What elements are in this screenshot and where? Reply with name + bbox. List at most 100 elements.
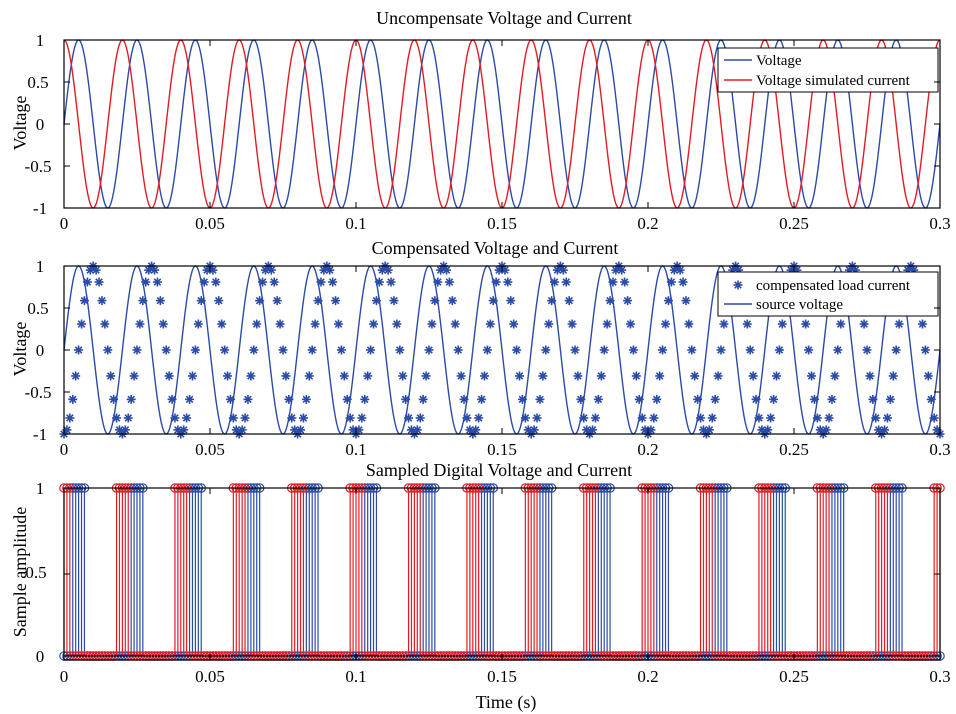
star-stroke	[346, 414, 354, 422]
star-marker	[491, 277, 501, 287]
star-marker	[628, 345, 638, 355]
star-stroke	[623, 296, 632, 305]
star-marker	[217, 319, 227, 329]
star-stroke	[699, 426, 708, 434]
x-tick-label: 0.2	[637, 440, 658, 459]
star-marker	[252, 319, 262, 329]
star-stroke	[74, 346, 83, 354]
star-marker	[807, 371, 817, 381]
star-stroke	[337, 346, 346, 354]
star-marker	[742, 319, 752, 329]
star-marker	[821, 425, 831, 435]
star-stroke	[924, 372, 933, 380]
star-stroke	[778, 320, 787, 328]
star-stroke	[638, 414, 646, 422]
star-marker	[255, 296, 265, 306]
sampled-stems	[59, 483, 945, 661]
star-stroke	[270, 278, 279, 286]
star-stroke	[711, 395, 719, 404]
legend-label-source-voltage: source voltage	[756, 297, 843, 313]
star-marker	[576, 394, 586, 404]
star-stroke	[328, 278, 337, 286]
star-stroke	[425, 346, 433, 354]
star-stroke	[594, 395, 603, 404]
star-marker	[150, 265, 160, 275]
star-stroke	[451, 320, 460, 328]
star-stroke	[302, 395, 311, 404]
star-stroke	[463, 414, 471, 422]
panel-compensated: Compensated Voltage and Current Voltage …	[10, 238, 951, 459]
star-marker	[123, 413, 133, 423]
x-tick-label: 0.3	[929, 440, 950, 459]
star-stroke	[156, 296, 165, 305]
y-tick-label: -0.5	[25, 157, 52, 176]
star-marker	[888, 371, 898, 381]
star-marker	[663, 296, 673, 306]
star-marker	[278, 345, 288, 355]
star-stroke	[714, 372, 722, 380]
star-marker	[719, 319, 729, 329]
star-stroke	[325, 266, 334, 274]
star-stroke	[755, 414, 763, 422]
star-marker	[360, 394, 370, 404]
star-marker	[199, 277, 209, 287]
star-stroke	[287, 414, 296, 422]
star-marker	[512, 345, 522, 355]
star-stroke	[521, 414, 530, 422]
star-stroke	[83, 278, 92, 286]
star-stroke	[617, 266, 626, 274]
star-marker	[179, 425, 189, 435]
star-stroke	[466, 426, 474, 434]
star-marker	[482, 345, 492, 355]
star-marker	[430, 296, 440, 306]
star-stroke	[398, 372, 407, 380]
star-marker	[687, 345, 697, 355]
star-marker	[573, 371, 583, 381]
star-stroke	[504, 278, 512, 286]
star-marker	[342, 394, 352, 404]
star-marker	[106, 371, 116, 381]
star-stroke	[661, 320, 670, 328]
star-stroke	[191, 346, 200, 354]
star-marker	[652, 394, 662, 404]
star-stroke	[506, 296, 515, 305]
star-marker	[94, 277, 104, 287]
star-stroke	[188, 372, 197, 380]
legend-label-voltage: Voltage	[756, 53, 802, 69]
star-stroke	[641, 426, 649, 434]
star-marker	[187, 371, 197, 381]
star-stroke	[734, 281, 742, 289]
star-stroke	[836, 320, 845, 328]
x-tick-label: 0.05	[195, 440, 225, 459]
star-stroke	[749, 372, 757, 380]
star-marker	[564, 296, 574, 306]
chart-title-3: Sampled Digital Voltage and Current	[366, 460, 632, 480]
star-marker	[404, 413, 414, 423]
star-stroke	[229, 414, 238, 422]
panel-uncompensated: Uncompensate Voltage and Current Voltage…	[10, 8, 951, 233]
star-stroke	[106, 372, 115, 380]
star-marker	[395, 345, 405, 355]
star-marker	[377, 265, 387, 275]
star-stroke	[66, 414, 74, 422]
star-marker	[296, 425, 306, 435]
star-stroke	[547, 296, 556, 305]
star-stroke	[217, 320, 226, 328]
star-marker	[287, 413, 297, 423]
star-marker	[141, 277, 151, 287]
star-marker	[567, 319, 577, 329]
star-marker	[833, 345, 843, 355]
star-marker	[173, 425, 183, 435]
star-stroke	[492, 278, 500, 286]
star-marker	[258, 277, 268, 287]
star-marker	[520, 413, 530, 423]
x-tick-label: 0.1	[345, 440, 366, 459]
star-stroke	[141, 278, 150, 286]
star-stroke	[168, 395, 176, 404]
star-marker	[804, 345, 814, 355]
star-marker	[112, 413, 122, 423]
star-stroke	[457, 372, 465, 380]
star-stroke	[244, 395, 252, 404]
star-marker	[658, 345, 668, 355]
star-stroke	[95, 278, 103, 286]
